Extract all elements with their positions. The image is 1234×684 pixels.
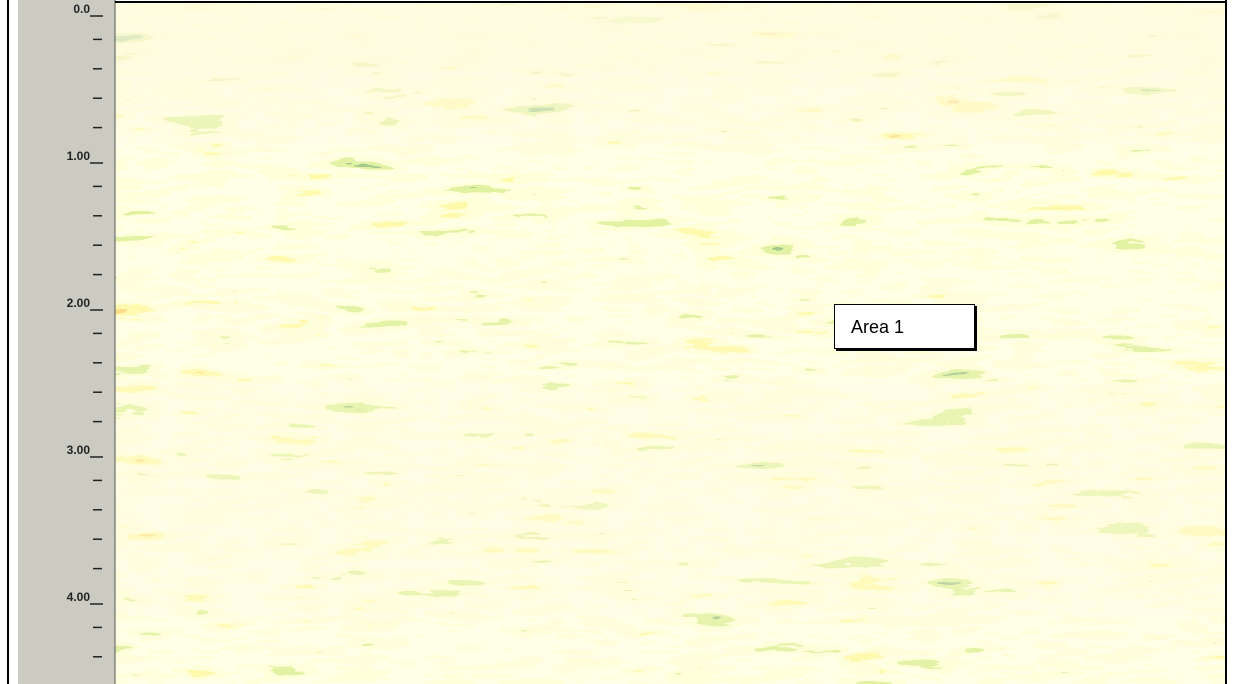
tick-label: 0.0	[73, 2, 90, 16]
radargram-fade	[115, 2, 1225, 684]
tick-label: 3.00	[67, 443, 91, 457]
tick-label: 1.00	[67, 149, 91, 163]
annotation-box: Area 1	[834, 304, 975, 349]
tick-label: 2.00	[67, 296, 91, 310]
tick-label: 4.00	[67, 590, 91, 604]
radargram-view: 0.0 1.00 2.00 3.00 4.00	[0, 0, 1234, 684]
page: {"axis": {"ticks": [ {"value": 0, "label…	[0, 0, 1234, 684]
depth-ruler	[18, 0, 115, 684]
